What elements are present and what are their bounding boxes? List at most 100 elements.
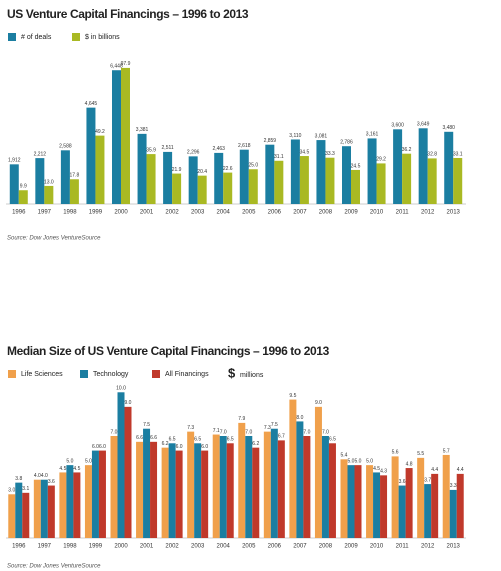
value-label: 3,649: [417, 122, 430, 128]
unit-symbol: $: [228, 365, 236, 380]
bar: [117, 392, 125, 538]
bar: [212, 434, 220, 538]
x-tick-label: 2002: [165, 210, 179, 216]
bar: [66, 465, 74, 538]
x-tick-label: 2013: [447, 544, 461, 550]
legend-label: # of deals: [21, 34, 52, 41]
x-tick-label: 1996: [12, 544, 26, 550]
value-label: 4.4: [457, 467, 464, 473]
x-tick-label: 2010: [370, 544, 384, 550]
value-label: 7.0: [322, 429, 329, 435]
bar: [201, 450, 209, 538]
value-label: 8.0: [296, 415, 303, 421]
bar: [299, 156, 309, 204]
bar: [449, 489, 457, 538]
value-label: 4.0: [41, 473, 48, 479]
bar: [354, 465, 362, 538]
value-label: 5.7: [443, 448, 450, 454]
bar: [136, 441, 144, 538]
x-tick-label: 2006: [268, 210, 282, 216]
value-label: 3,381: [136, 127, 149, 133]
value-label: 3,480: [442, 125, 455, 131]
value-label: 7.0: [245, 429, 252, 435]
value-label: 2,588: [59, 144, 72, 150]
value-label: 2,296: [187, 150, 200, 156]
value-label: 3,081: [315, 133, 328, 139]
value-label: 5.0: [85, 458, 92, 464]
bar: [188, 156, 198, 204]
value-label: 6.6: [136, 435, 143, 441]
value-label: 49.2: [95, 129, 105, 135]
value-label: 6.0: [201, 444, 208, 450]
value-label: 9.0: [125, 400, 132, 406]
bar: [398, 485, 406, 538]
bar: [73, 472, 81, 538]
x-tick-label: 2009: [344, 544, 358, 550]
legend-swatch: [8, 370, 16, 378]
bar: [351, 169, 360, 204]
bar: [265, 144, 275, 204]
bar: [143, 428, 151, 538]
bar: [321, 436, 329, 538]
bar: [270, 428, 278, 538]
bar: [248, 169, 258, 204]
value-label: 2,786: [340, 140, 353, 146]
value-label: 3,161: [366, 132, 379, 138]
value-label: 31.1: [274, 154, 284, 160]
bar: [290, 139, 300, 204]
x-tick-label: 2010: [370, 210, 384, 216]
value-label: 4.4: [431, 467, 438, 473]
bar: [431, 473, 439, 538]
bar: [393, 129, 403, 204]
value-label: 22.6: [223, 166, 233, 172]
bar: [22, 492, 30, 538]
bar: [112, 70, 121, 204]
x-tick-label: 1996: [12, 210, 26, 216]
bar: [33, 479, 41, 538]
value-label: 6.0: [92, 444, 99, 450]
x-tick-label: 2013: [447, 210, 461, 216]
value-label: 3.7: [424, 477, 431, 483]
legend-swatch: [80, 370, 88, 378]
x-tick-label: 2004: [217, 544, 231, 550]
value-label: 4.3: [380, 469, 387, 475]
bar: [223, 172, 233, 204]
bar: [69, 179, 79, 204]
x-tick-label: 2004: [217, 210, 231, 216]
value-label: 17.8: [70, 173, 80, 179]
bar: [418, 128, 428, 204]
x-tick-label: 2011: [396, 210, 410, 216]
value-label: 5.0: [66, 458, 73, 464]
bar: [442, 454, 450, 538]
x-tick-label: 2000: [114, 210, 128, 216]
bar: [391, 456, 399, 538]
legend-swatch: [152, 370, 160, 378]
bar: [124, 406, 132, 538]
value-label: 29.2: [376, 157, 386, 163]
bar: [453, 157, 463, 204]
x-tick-label: 1997: [38, 210, 52, 216]
value-label: 3.8: [15, 476, 22, 482]
value-label: 33.1: [453, 151, 463, 157]
bar: [44, 185, 54, 204]
bar: [84, 465, 92, 538]
bar: [444, 131, 454, 204]
bar: [263, 431, 271, 538]
x-tick-label: 2002: [165, 544, 179, 550]
value-label: 6.5: [169, 437, 176, 443]
value-label: 97.9: [121, 61, 131, 67]
value-label: 2,212: [34, 151, 47, 157]
value-label: 13.0: [44, 179, 54, 185]
value-label: 6.2: [162, 441, 169, 447]
bar: [340, 459, 348, 538]
value-label: 7.1: [213, 428, 220, 434]
bar: [95, 135, 105, 204]
bar: [194, 443, 202, 538]
bar: [91, 450, 99, 538]
legend-swatch: [8, 33, 16, 41]
bar: [214, 152, 224, 204]
x-tick-label: 2012: [421, 544, 435, 550]
value-label: 2,618: [238, 143, 251, 149]
value-label: 35.9: [146, 147, 156, 153]
bar: [59, 472, 67, 538]
